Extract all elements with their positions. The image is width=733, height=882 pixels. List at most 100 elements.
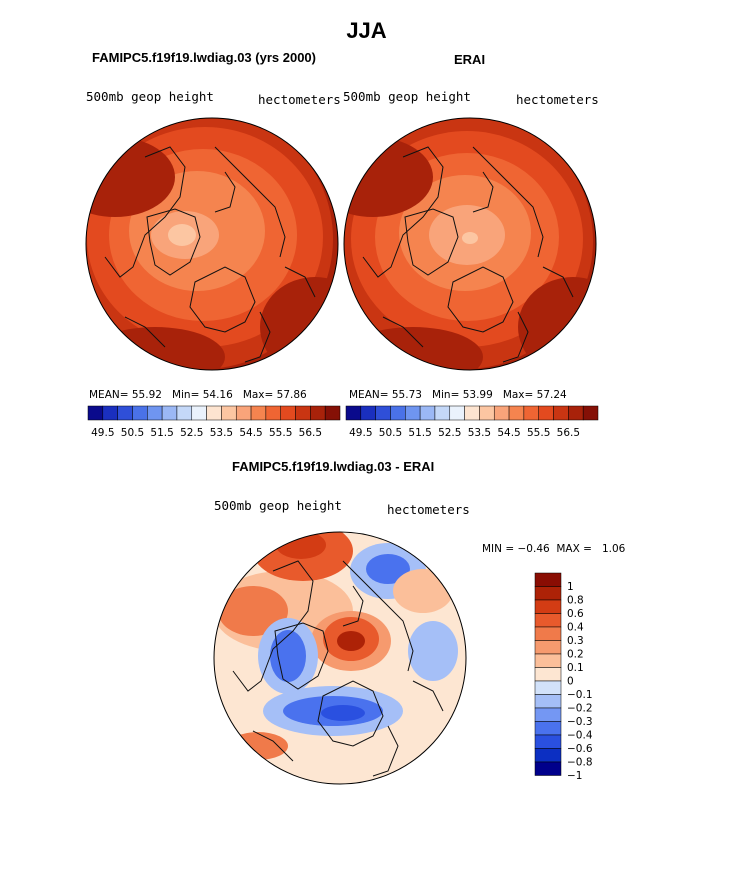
diff-colorbar-swatch: [534, 748, 562, 763]
diff-colorbar-label: −0.3: [567, 716, 593, 728]
diff-colorbar-swatch: [534, 626, 562, 641]
obs-min-label: Min=: [431, 389, 460, 401]
obs-colorbar-tick-label: 51.5: [408, 427, 431, 439]
obs-colorbar-swatch: [360, 405, 376, 421]
diff-colorbar: 1 0.80.6 0.40.3 0.20.1 0−0.1 −0.2−0.3 −0.4−0.6…: [534, 572, 593, 782]
model-colorbar: 49.5 50.5 51.5 52.5 53.5 54.5 55.5 56.5: [87, 405, 341, 439]
model-colorbar-swatch: [295, 405, 311, 421]
model-mean-value: 55.92: [131, 389, 162, 401]
obs-min-value: 53.99: [462, 389, 493, 401]
obs-colorbar-swatch: [405, 405, 421, 421]
diff-colorbar-label: −1: [567, 770, 582, 782]
model-units-label: hectometers: [258, 92, 341, 107]
model-colorbar-swatch: [235, 405, 252, 421]
obs-stats: MEAN= 55.73 Min= 53.99 Max= 57.24: [349, 389, 567, 401]
model-min-label: Min=: [171, 389, 200, 401]
diff-colorbar-swatch: [534, 761, 562, 776]
obs-colorbar-swatch: [493, 405, 510, 421]
diff-colorbar-label: −0.2: [567, 703, 593, 715]
diff-colorbar-label: 1: [567, 581, 574, 593]
diff-colorbar-label: 0.3: [567, 635, 584, 647]
main-title: JJA: [346, 18, 387, 43]
model-max-label: Max=: [242, 389, 274, 401]
model-colorbar-tick-label: 50.5: [121, 427, 144, 439]
obs-polar-map: [343, 117, 597, 371]
diff-colorbar-swatch: [534, 680, 562, 695]
obs-colorbar-swatch: [553, 405, 569, 421]
model-colorbar-swatch: [102, 405, 118, 421]
obs-colorbar-swatch: [419, 405, 436, 421]
model-colorbar-swatch: [132, 405, 148, 421]
diff-colorbar-label: 0.2: [567, 649, 584, 661]
model-case-title: FAMIPC5.f19f19.lwdiag.03 (yrs 2000): [92, 50, 316, 65]
diff-max-label: MAX =: [556, 543, 592, 555]
model-min-value: 54.16: [202, 389, 233, 401]
model-colorbar-swatch: [87, 405, 104, 421]
obs-colorbar-tick-label: 54.5: [497, 427, 520, 439]
diff-colorbar-swatch: [534, 572, 562, 587]
obs-case-title: ERAI: [454, 52, 486, 67]
diff-colorbar-label: −0.1: [567, 689, 593, 701]
model-colorbar-swatch: [191, 405, 207, 421]
diff-min-label: MIN =: [482, 543, 515, 555]
diff-min-value: −0.46: [517, 543, 550, 555]
diff-colorbar-swatch: [534, 613, 562, 628]
obs-colorbar-swatch: [508, 405, 525, 421]
model-colorbar-tick-label: 55.5: [269, 427, 292, 439]
obs-colorbar-swatch: [375, 405, 391, 421]
model-field-label: 500mb geop height: [86, 89, 214, 104]
diff-colorbar-label: 0.1: [567, 662, 584, 674]
model-colorbar-swatch: [310, 405, 326, 421]
diff-colorbar-swatch: [534, 653, 562, 668]
diff-case-title: FAMIPC5.f19f19.lwdiag.03 - ERAI: [232, 459, 435, 474]
model-colorbar-swatch: [147, 405, 163, 421]
model-colorbar-tick-label: 56.5: [299, 427, 322, 439]
model-colorbar-tick-label: 54.5: [239, 427, 262, 439]
model-colorbar-swatch: [280, 405, 296, 421]
obs-colorbar-swatch: [345, 405, 362, 421]
obs-colorbar-swatch: [434, 405, 451, 421]
obs-colorbar-swatch: [449, 405, 465, 421]
diff-field-label: 500mb geop height: [214, 498, 342, 513]
obs-mean-label: MEAN=: [349, 389, 389, 401]
diff-polar-map: [213, 531, 467, 785]
obs-colorbar-swatch: [523, 405, 539, 421]
obs-colorbar-tick-label: 49.5: [349, 427, 372, 439]
diff-colorbar-label: 0.6: [567, 608, 584, 620]
diff-colorbar-swatch: [534, 734, 562, 749]
diff-colorbar-swatch: [534, 586, 562, 601]
diff-colorbar-label: −0.6: [567, 743, 593, 755]
diff-colorbar-swatch: [534, 667, 562, 682]
diff-max-value: 1.06: [601, 543, 626, 555]
model-colorbar-swatch: [161, 405, 178, 421]
model-colorbar-tick-label: 51.5: [150, 427, 173, 439]
model-colorbar-swatch: [324, 405, 341, 421]
obs-units-label: hectometers: [516, 92, 599, 107]
model-colorbar-tick-label: 52.5: [180, 427, 203, 439]
diff-colorbar-swatch: [534, 640, 562, 655]
obs-colorbar-swatch: [568, 405, 584, 421]
obs-field-label: 500mb geop height: [343, 89, 471, 104]
obs-max-value: 57.24: [536, 389, 567, 401]
obs-colorbar-swatch: [538, 405, 554, 421]
diff-stats: MIN = −0.46 MAX = 1.06: [482, 543, 625, 555]
diff-colorbar-swatch: [534, 721, 562, 736]
model-max-value: 57.86: [276, 389, 307, 401]
model-colorbar-swatch: [206, 405, 222, 421]
obs-colorbar-tick-label: 50.5: [379, 427, 402, 439]
model-colorbar-tick-label: 49.5: [91, 427, 114, 439]
diff-colorbar-label: 0: [567, 676, 574, 688]
obs-colorbar-swatch: [479, 405, 495, 421]
obs-max-label: Max=: [502, 389, 534, 401]
obs-colorbar-tick-label: 56.5: [557, 427, 580, 439]
obs-colorbar-tick-label: 53.5: [468, 427, 491, 439]
diff-colorbar-label: 0.8: [567, 595, 584, 607]
diff-colorbar-label: −0.4: [567, 730, 593, 742]
obs-colorbar-swatch: [464, 405, 480, 421]
model-colorbar-swatch: [265, 405, 281, 421]
model-polar-map: [85, 117, 339, 371]
model-mean-label: MEAN=: [89, 389, 129, 401]
obs-colorbar-tick-label: 55.5: [527, 427, 550, 439]
model-colorbar-swatch: [176, 405, 193, 421]
model-colorbar-swatch: [117, 405, 133, 421]
